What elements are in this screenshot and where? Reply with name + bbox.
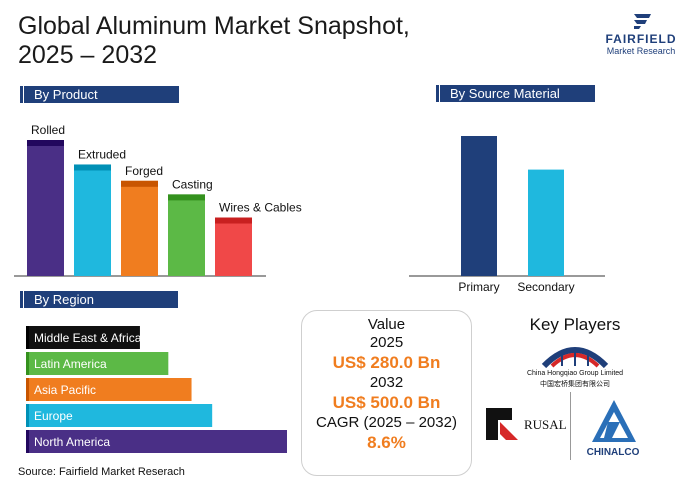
source-material-chart: Primary Secondary	[409, 136, 605, 294]
region-bar	[29, 352, 169, 375]
hongqiao-name: China Hongqiao Group Limited	[526, 370, 624, 377]
region-bar-label: Middle East & Africa	[34, 331, 142, 345]
source-note: Source: Fairfield Market Reserach	[18, 466, 185, 478]
key-players-title: Key Players	[529, 315, 621, 334]
chinalco-logo-icon	[592, 400, 636, 442]
market-value-box: Value 2025 US$ 280.0 Bn 2032 US$ 500.0 B…	[301, 310, 472, 476]
region-bar-edge	[26, 404, 29, 427]
section-header-product: By Product	[20, 86, 179, 103]
logo-subtitle: Market Research	[606, 46, 676, 56]
product-bar	[27, 140, 64, 276]
region-bar-edge	[26, 352, 29, 375]
cagr-label: CAGR (2025 – 2032)	[316, 414, 457, 431]
region-bar	[29, 326, 140, 349]
product-bar-label: Forged	[125, 164, 163, 178]
product-bar-cap	[74, 164, 111, 171]
product-bar-label: Casting	[172, 177, 213, 191]
value-2025: US$ 280.0 Bn	[332, 353, 441, 372]
product-bar-cap	[121, 180, 158, 187]
source-bar	[461, 136, 497, 276]
region-bar-label: Europe	[34, 409, 73, 423]
hongqiao-name-cn: 中国宏桥集团有限公司	[540, 381, 610, 388]
product-bar-cap	[168, 194, 205, 201]
region-bar-label: Asia Pacific	[34, 383, 96, 397]
region-bar-edge	[26, 430, 29, 453]
rusal-logo-icon	[484, 406, 520, 442]
rusal-name: RUSAL	[524, 417, 567, 432]
source-bar-label: Secondary	[517, 280, 574, 294]
rusal-logo: RUSAL	[484, 404, 569, 444]
source-bar	[528, 169, 564, 276]
region-chart: Middle East & Africa Latin America Asia Pa…	[26, 326, 287, 453]
fairfield-logo-icon	[634, 14, 651, 29]
value-label: Value	[367, 316, 406, 333]
source-bar-label: Primary	[458, 280, 499, 294]
region-bar	[29, 404, 213, 427]
chinalco-name: CHINALCO	[586, 447, 640, 458]
product-bar	[121, 180, 158, 276]
hongqiao-logo-icon	[541, 347, 609, 368]
fairfield-logo: FAIRFIELD Market Research	[596, 10, 686, 60]
title-line-1: Global Aluminum Market Snapshot,	[18, 12, 410, 40]
product-bar	[168, 194, 205, 276]
product-chart: Rolled Extruded Forged Casting Wires & Cable…	[14, 123, 302, 277]
region-bar	[29, 430, 287, 453]
section-header-source-material: By Source Material	[436, 85, 595, 102]
value-year-2025: 2025	[369, 334, 404, 351]
product-bar-cap	[215, 217, 252, 224]
title-line-2: 2025 – 2032	[18, 41, 158, 69]
product-bar-cap	[27, 140, 64, 146]
product-bar	[215, 217, 252, 276]
region-bar-label: Latin America	[34, 357, 107, 371]
region-bar-edge	[26, 378, 29, 401]
region-bar	[29, 378, 192, 401]
page-title: Global Aluminum Market Snapshot, 2025 – …	[18, 12, 518, 70]
region-bar-label: North America	[34, 435, 110, 449]
logo-name: FAIRFIELD	[605, 32, 677, 46]
hongqiao-logo: China Hongqiao Group Limited 中国宏桥集团有限公司	[505, 340, 645, 390]
value-year-2032: 2032	[369, 374, 404, 391]
product-bar-label: Extruded	[78, 147, 126, 161]
region-bar-edge	[26, 326, 29, 349]
cagr-value: 8.6%	[367, 433, 406, 452]
product-bar-label: Wires & Cables	[219, 201, 302, 215]
logo-divider	[570, 392, 571, 460]
product-bar	[74, 164, 111, 276]
section-header-region: By Region	[20, 291, 178, 308]
product-bar-label: Rolled	[31, 123, 65, 137]
value-2032: US$ 500.0 Bn	[332, 393, 441, 412]
chinalco-logo: CHINALCO	[578, 398, 648, 462]
